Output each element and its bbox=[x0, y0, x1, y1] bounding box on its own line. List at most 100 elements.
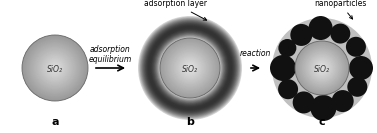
Circle shape bbox=[161, 39, 219, 97]
Circle shape bbox=[184, 61, 196, 74]
Circle shape bbox=[38, 51, 72, 85]
Circle shape bbox=[166, 44, 214, 92]
Circle shape bbox=[161, 39, 219, 97]
Circle shape bbox=[319, 65, 325, 71]
Circle shape bbox=[320, 66, 324, 70]
Circle shape bbox=[34, 47, 77, 90]
Text: adsorption layer: adsorption layer bbox=[144, 0, 207, 20]
Circle shape bbox=[167, 45, 213, 91]
Circle shape bbox=[347, 77, 367, 97]
Circle shape bbox=[174, 52, 206, 84]
Circle shape bbox=[290, 24, 312, 46]
Circle shape bbox=[40, 53, 70, 83]
Circle shape bbox=[314, 60, 330, 76]
Circle shape bbox=[311, 57, 333, 79]
Circle shape bbox=[25, 38, 85, 98]
Circle shape bbox=[179, 58, 201, 78]
Circle shape bbox=[43, 56, 67, 80]
Circle shape bbox=[150, 28, 230, 108]
Circle shape bbox=[189, 67, 191, 69]
Circle shape bbox=[302, 48, 342, 88]
Circle shape bbox=[51, 64, 59, 72]
Circle shape bbox=[317, 63, 327, 73]
Circle shape bbox=[332, 90, 354, 112]
Circle shape bbox=[138, 16, 242, 120]
Circle shape bbox=[319, 65, 325, 71]
Circle shape bbox=[176, 54, 204, 82]
Circle shape bbox=[296, 42, 348, 94]
Circle shape bbox=[38, 51, 72, 84]
Circle shape bbox=[167, 45, 213, 91]
Text: b: b bbox=[186, 117, 194, 127]
Circle shape bbox=[156, 34, 224, 102]
Circle shape bbox=[182, 61, 198, 76]
Circle shape bbox=[305, 51, 339, 85]
Circle shape bbox=[146, 24, 233, 112]
Circle shape bbox=[308, 55, 336, 82]
Circle shape bbox=[179, 57, 201, 79]
Circle shape bbox=[311, 57, 334, 80]
Circle shape bbox=[164, 42, 216, 94]
Circle shape bbox=[178, 56, 202, 80]
Circle shape bbox=[149, 27, 231, 109]
Circle shape bbox=[155, 33, 225, 103]
Circle shape bbox=[172, 50, 208, 86]
Circle shape bbox=[179, 57, 201, 78]
Circle shape bbox=[29, 42, 81, 94]
Circle shape bbox=[161, 40, 219, 97]
Circle shape bbox=[176, 54, 204, 82]
Circle shape bbox=[43, 56, 67, 80]
Circle shape bbox=[170, 48, 210, 88]
Circle shape bbox=[307, 53, 337, 83]
Circle shape bbox=[185, 63, 195, 72]
Circle shape bbox=[140, 18, 240, 118]
Circle shape bbox=[177, 55, 203, 81]
Circle shape bbox=[314, 61, 329, 75]
Circle shape bbox=[171, 49, 209, 87]
Circle shape bbox=[153, 32, 227, 104]
Circle shape bbox=[162, 40, 218, 96]
Circle shape bbox=[23, 36, 87, 100]
Circle shape bbox=[183, 61, 197, 75]
Circle shape bbox=[349, 56, 373, 80]
Circle shape bbox=[166, 44, 214, 92]
Circle shape bbox=[159, 37, 221, 99]
Circle shape bbox=[160, 38, 220, 98]
Circle shape bbox=[24, 37, 86, 99]
Circle shape bbox=[313, 59, 331, 77]
Circle shape bbox=[300, 46, 344, 90]
Circle shape bbox=[36, 49, 74, 87]
Circle shape bbox=[48, 61, 61, 75]
Circle shape bbox=[164, 42, 216, 94]
Text: nanoparticles: nanoparticles bbox=[314, 0, 366, 19]
Circle shape bbox=[162, 40, 218, 96]
Circle shape bbox=[143, 21, 238, 115]
Circle shape bbox=[272, 18, 372, 118]
Circle shape bbox=[48, 61, 63, 75]
Circle shape bbox=[29, 42, 81, 94]
Text: SiO₂: SiO₂ bbox=[182, 65, 198, 74]
Circle shape bbox=[310, 56, 334, 80]
Circle shape bbox=[187, 65, 193, 71]
Circle shape bbox=[186, 64, 194, 72]
Circle shape bbox=[141, 19, 239, 117]
Circle shape bbox=[180, 58, 200, 78]
Circle shape bbox=[176, 54, 204, 82]
Circle shape bbox=[163, 41, 217, 95]
Circle shape bbox=[169, 47, 211, 89]
Circle shape bbox=[182, 60, 198, 76]
Circle shape bbox=[186, 64, 194, 72]
Circle shape bbox=[293, 91, 315, 113]
Circle shape bbox=[147, 25, 233, 111]
Circle shape bbox=[181, 59, 199, 77]
Circle shape bbox=[299, 45, 345, 91]
Circle shape bbox=[31, 44, 79, 92]
Circle shape bbox=[25, 38, 86, 99]
Circle shape bbox=[308, 54, 336, 82]
Circle shape bbox=[52, 65, 58, 71]
Text: adsorption: adsorption bbox=[90, 45, 131, 54]
Circle shape bbox=[298, 44, 346, 92]
Circle shape bbox=[49, 62, 61, 74]
Circle shape bbox=[144, 22, 236, 114]
Circle shape bbox=[44, 57, 66, 79]
